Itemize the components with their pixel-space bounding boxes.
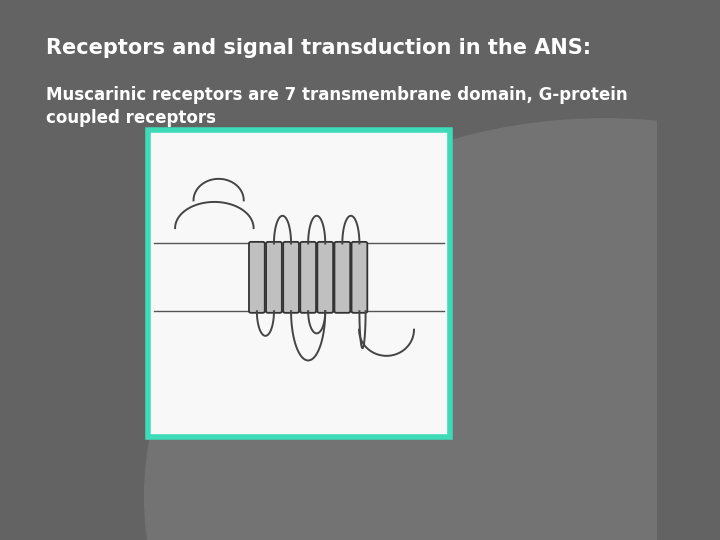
FancyBboxPatch shape — [249, 242, 265, 313]
FancyBboxPatch shape — [318, 242, 333, 313]
Circle shape — [145, 119, 720, 540]
FancyBboxPatch shape — [351, 242, 367, 313]
Text: Muscarinic receptors are 7 transmembrane domain, G-protein
coupled receptors: Muscarinic receptors are 7 transmembrane… — [46, 86, 628, 126]
Text: Receptors and signal transduction in the ANS:: Receptors and signal transduction in the… — [46, 38, 591, 58]
FancyBboxPatch shape — [148, 130, 450, 437]
FancyBboxPatch shape — [335, 242, 350, 313]
FancyBboxPatch shape — [266, 242, 282, 313]
FancyBboxPatch shape — [283, 242, 299, 313]
FancyBboxPatch shape — [300, 242, 316, 313]
